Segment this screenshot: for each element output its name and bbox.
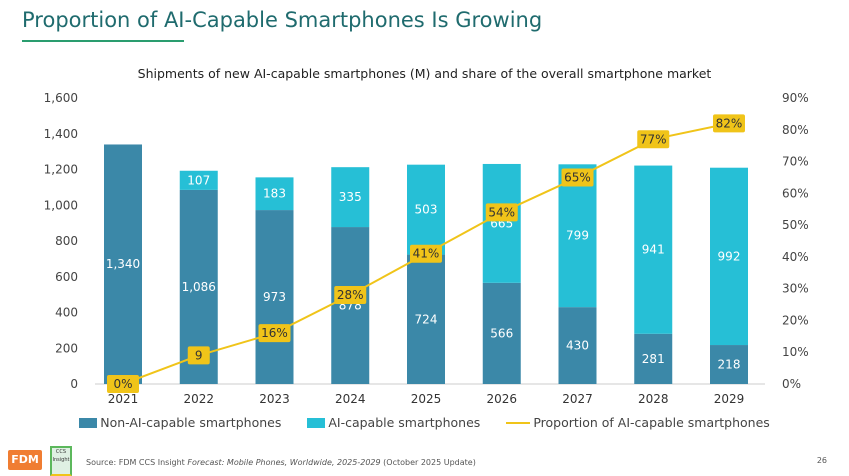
proportion-marker — [713, 114, 745, 133]
y-tick-label: 1,600 — [44, 91, 78, 105]
ccs-insight-logo: CCS Insight — [50, 446, 72, 476]
proportion-label: 82% — [716, 116, 743, 130]
x-tick-label: 2025 — [411, 392, 442, 406]
bar-non-ai — [255, 210, 294, 384]
bar-non-ai — [710, 345, 748, 384]
y2-tick-label: 60% — [782, 186, 809, 200]
legend-swatch — [307, 417, 326, 428]
y-tick-label: 0 — [70, 377, 78, 391]
bar-non-ai — [331, 227, 370, 384]
proportion-label: 16% — [261, 326, 288, 340]
source-suffix: (October 2025 Update) — [380, 458, 476, 467]
legend-label: Non-AI-capable smartphones — [100, 415, 282, 430]
bar-ai — [179, 170, 218, 190]
y2-tick-label: 0% — [782, 377, 801, 391]
legend-non-ai: Non-AI-capable smartphones — [79, 415, 281, 430]
y2-tick-label: 40% — [782, 250, 809, 264]
proportion-label: 28% — [337, 288, 364, 302]
bar-ai — [407, 164, 445, 255]
x-tick-label: 2024 — [335, 392, 366, 406]
proportion-label: 65% — [564, 170, 591, 184]
x-tick-label: 2026 — [486, 392, 517, 406]
proportion-marker — [258, 324, 291, 343]
y-tick-label: 600 — [55, 270, 78, 284]
x-tick-label: 2023 — [259, 392, 290, 406]
proportion-label: 77% — [640, 132, 667, 146]
bar-label-non-ai: 430 — [566, 339, 589, 353]
proportion-marker — [485, 203, 518, 222]
x-tick-label: 2029 — [714, 392, 745, 406]
proportion-label: 9 — [195, 348, 203, 362]
bar-non-ai — [104, 144, 142, 384]
bar-label-non-ai: 724 — [415, 312, 438, 326]
fdm-logo: FDM — [8, 450, 42, 470]
proportion-marker — [637, 130, 670, 149]
proportion-label: 54% — [488, 205, 515, 219]
page-number: 26 — [816, 456, 827, 465]
proportion-marker — [187, 346, 210, 365]
y-tick-label: 1,400 — [44, 127, 78, 141]
bar-label-ai: 503 — [415, 203, 438, 217]
x-tick-label: 2027 — [562, 392, 593, 406]
proportion-marker — [334, 286, 367, 305]
source-prefix: Source: FDM CCS Insight — [86, 458, 188, 467]
legend-label: Proportion of AI-capable smartphones — [533, 415, 770, 430]
x-tick-label: 2028 — [638, 392, 669, 406]
proportion-marker — [410, 244, 442, 263]
y2-tick-label: 90% — [782, 91, 809, 105]
legend-proportion: Proportion of AI-capable smartphones — [506, 415, 770, 430]
chart-title: Shipments of new AI-capable smartphones … — [137, 66, 712, 81]
x-tick-label: 2021 — [108, 392, 139, 406]
bar-label-non-ai: 566 — [490, 326, 513, 340]
bar-ai — [710, 167, 748, 346]
proportion-label: 41% — [413, 247, 440, 261]
bar-ai — [482, 163, 521, 283]
source-note: Source: FDM CCS Insight Forecast: Mobile… — [86, 458, 476, 467]
bar-non-ai — [407, 254, 445, 384]
bar-label-ai: 107 — [187, 173, 210, 187]
bar-label-ai: 799 — [566, 229, 589, 243]
bar-label-ai: 992 — [718, 249, 741, 263]
bar-label-non-ai: 1,340 — [106, 257, 140, 271]
legend-ai: AI-capable smartphones — [307, 415, 480, 430]
y-tick-label: 800 — [55, 234, 78, 248]
bar-label-non-ai: 218 — [718, 358, 741, 372]
bar-ai — [558, 164, 597, 308]
legend-line — [506, 421, 531, 424]
y-tick-label: 200 — [55, 341, 78, 355]
proportion-label: 0% — [113, 377, 132, 391]
legend-label: AI-capable smartphones — [328, 415, 481, 430]
bar-non-ai — [634, 333, 673, 384]
bar-non-ai — [482, 282, 521, 384]
y-tick-label: 1,000 — [44, 198, 78, 212]
y2-tick-label: 80% — [782, 123, 809, 137]
y2-tick-label: 20% — [782, 313, 809, 327]
legend-swatch — [79, 417, 98, 428]
bar-label-non-ai: 973 — [263, 290, 286, 304]
y2-tick-label: 10% — [782, 345, 809, 359]
bar-label-ai: 941 — [642, 243, 665, 257]
bar-ai — [255, 177, 294, 211]
legend: Non-AI-capable smartphones AI-capable sm… — [0, 415, 849, 430]
y-tick-label: 400 — [55, 306, 78, 320]
y2-tick-label: 30% — [782, 282, 809, 296]
proportion-marker — [561, 168, 594, 187]
proportion-marker — [107, 375, 139, 393]
title-underline — [22, 40, 184, 42]
bar-ai — [634, 165, 673, 334]
source-title: Forecast: Mobile Phones, Worldwide, 2025… — [187, 458, 381, 467]
bar-label-non-ai: 1,086 — [182, 280, 216, 294]
bar-label-ai: 183 — [263, 187, 286, 201]
y2-tick-label: 70% — [782, 155, 809, 169]
bar-non-ai — [558, 307, 597, 384]
y-tick-label: 1,200 — [44, 163, 78, 177]
bar-label-non-ai: 281 — [642, 352, 665, 366]
y2-tick-label: 50% — [782, 218, 809, 232]
bar-ai — [331, 167, 370, 228]
page-title: Proportion of AI-Capable Smartphones Is … — [22, 8, 543, 32]
x-tick-label: 2022 — [183, 392, 214, 406]
bar-label-ai: 335 — [339, 190, 362, 204]
